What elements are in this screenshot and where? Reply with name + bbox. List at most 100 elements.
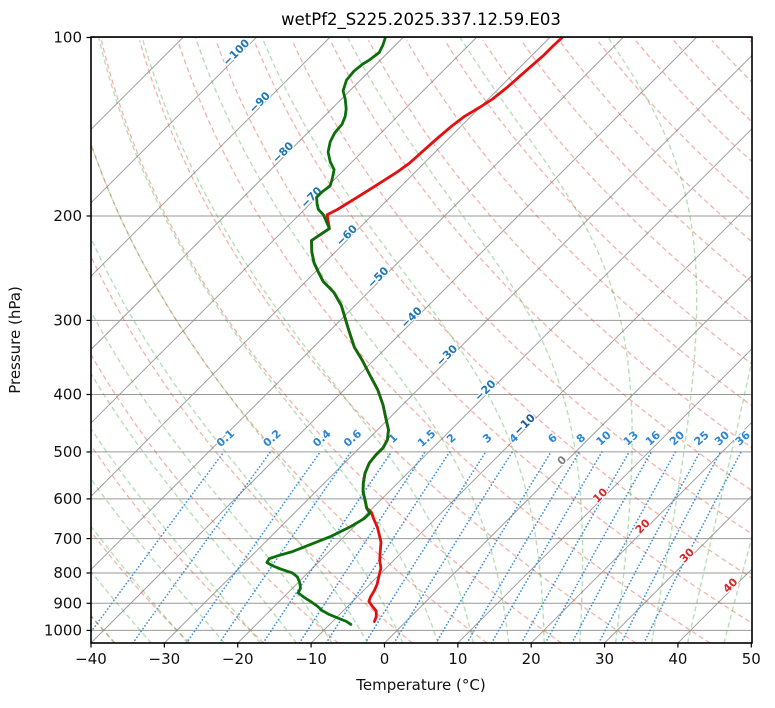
dry-adiabat-160 bbox=[635, 39, 752, 163]
mixing-ratio-label-2: 2 bbox=[444, 431, 458, 446]
isotherm-label--90: −90 bbox=[246, 89, 273, 116]
isotherm-20 bbox=[530, 421, 752, 643]
x-tick-label-30: 30 bbox=[595, 650, 614, 668]
moist-adiabat--30 bbox=[91, 525, 189, 643]
dry-adiabat-190 bbox=[749, 39, 752, 44]
mixing-ratio-label-0.2: 0.2 bbox=[261, 427, 284, 450]
dry-adiabat-0 bbox=[91, 254, 414, 643]
x-tick-label--10: −10 bbox=[295, 650, 327, 668]
x-tick-label-0: 0 bbox=[380, 650, 390, 668]
moist-adiabat-10 bbox=[141, 37, 475, 643]
x-tick-label-20: 20 bbox=[522, 650, 541, 668]
mixing-ratio-line-2 bbox=[325, 451, 451, 643]
moist-adiabat-30 bbox=[459, 37, 633, 643]
dewpoint-line bbox=[265, 37, 390, 626]
dry-adiabat-10 bbox=[91, 141, 488, 643]
isotherm-label-10: 10 bbox=[590, 485, 610, 505]
mixing-ratio-line-20 bbox=[571, 451, 677, 643]
moist-adiabat--40 bbox=[91, 614, 116, 643]
moist-adiabat-0 bbox=[91, 142, 404, 643]
dry-adiabat-80 bbox=[329, 40, 752, 492]
dry-adiabat-140 bbox=[558, 40, 752, 243]
isotherm-50 bbox=[750, 641, 752, 643]
mixing-ratio-line-0.4 bbox=[185, 451, 322, 643]
mixing-ratio-line-3 bbox=[364, 451, 487, 643]
isotherm-lines bbox=[91, 37, 752, 643]
isotherm--30 bbox=[164, 54, 752, 643]
moist-adiabat--5 bbox=[91, 236, 369, 643]
isotherm--50 bbox=[91, 37, 624, 571]
isotherm-label--80: −80 bbox=[270, 139, 297, 166]
isotherm-0 bbox=[384, 274, 752, 643]
dry-adiabat-170 bbox=[673, 39, 752, 123]
isotherm--90 bbox=[91, 37, 331, 277]
moist-adiabat-15 bbox=[194, 37, 510, 643]
x-tick-label--30: −30 bbox=[149, 650, 181, 668]
y-tick-label-200: 200 bbox=[53, 207, 82, 225]
isotherm-label--100: −100 bbox=[220, 36, 252, 68]
y-tick-label-500: 500 bbox=[53, 443, 82, 461]
y-tick-label-800: 800 bbox=[53, 564, 82, 582]
x-tick-label-10: 10 bbox=[448, 650, 467, 668]
dry-adiabat-100 bbox=[406, 40, 752, 407]
moist-adiabat--20 bbox=[91, 427, 262, 643]
y-tick-label-100: 100 bbox=[53, 29, 82, 47]
dry-adiabat-40 bbox=[177, 40, 711, 643]
moist-adiabat-lines bbox=[91, 37, 752, 643]
mixing-ratio-line-25 bbox=[597, 451, 701, 643]
isotherm--20 bbox=[237, 127, 752, 643]
mixing-ratio-label-25: 25 bbox=[692, 428, 712, 448]
dry-adiabat-30 bbox=[138, 40, 637, 643]
isotherm-label--50: −50 bbox=[365, 264, 392, 291]
moist-adiabat-25 bbox=[346, 37, 584, 643]
isotherm--10 bbox=[310, 201, 752, 643]
moist-adiabat-5 bbox=[97, 37, 439, 643]
pressure-gridlines bbox=[91, 37, 752, 631]
dry-adiabat-180 bbox=[711, 39, 752, 84]
y-tick-label-400: 400 bbox=[53, 386, 82, 404]
mixing-ratio-lines bbox=[91, 451, 742, 643]
moist-adiabat--10 bbox=[91, 310, 333, 643]
mixing-ratio-label-6: 6 bbox=[545, 431, 560, 446]
isotherm-label--30: −30 bbox=[434, 342, 461, 369]
mixing-ratio-line-6 bbox=[435, 451, 552, 643]
moist-adiabat--35 bbox=[91, 570, 152, 643]
moist-adiabat-20 bbox=[261, 37, 545, 643]
moist-adiabat--15 bbox=[91, 372, 298, 643]
mixing-ratio-line-16 bbox=[544, 451, 653, 643]
x-tick-label--20: −20 bbox=[222, 650, 254, 668]
inline-line-labels: 0.1 0.2 0.4 0.6 1 1.5 2 3 4 6 8 10 13 16 20 25 30 36−100−… bbox=[213, 35, 755, 597]
dry-adiabat-lines bbox=[91, 39, 752, 643]
mixing-ratio-label-16: 16 bbox=[643, 428, 663, 448]
isotherm--40 bbox=[91, 37, 697, 643]
x-tick-label-50: 50 bbox=[742, 650, 761, 668]
isotherm-label-20: 20 bbox=[633, 516, 653, 536]
isotherm--80 bbox=[91, 37, 404, 351]
dry-adiabat--30 bbox=[91, 530, 190, 643]
isotherm-label--40: −40 bbox=[398, 304, 425, 331]
dry-adiabat-130 bbox=[520, 40, 752, 283]
profile-curves bbox=[265, 37, 564, 626]
isotherm--70 bbox=[91, 37, 477, 424]
y-axis-label: Pressure (hPa) bbox=[6, 286, 24, 394]
y-tick-label-700: 700 bbox=[53, 530, 82, 548]
dry-adiabat-150 bbox=[596, 39, 752, 203]
mixing-ratio-line-1 bbox=[262, 451, 393, 643]
dry-adiabat-110 bbox=[444, 40, 752, 366]
isotherm-label--60: −60 bbox=[334, 222, 361, 249]
mixing-ratio-line-13 bbox=[520, 451, 631, 643]
mixing-ratio-label-0.1: 0.1 bbox=[214, 427, 237, 450]
moist-adiabat-45 bbox=[723, 534, 752, 643]
dry-adiabat--10 bbox=[91, 353, 339, 643]
isotherm--100 bbox=[91, 37, 257, 204]
mixing-ratio-line-30 bbox=[620, 451, 722, 643]
mixing-ratio-label-3: 3 bbox=[480, 431, 494, 446]
x-tick-label--40: −40 bbox=[75, 650, 107, 668]
y-tick-label-900: 900 bbox=[53, 595, 82, 613]
mixing-ratio-label-13: 13 bbox=[621, 428, 641, 448]
moist-adiabat--25 bbox=[91, 477, 226, 643]
dry-adiabat--20 bbox=[91, 444, 265, 643]
